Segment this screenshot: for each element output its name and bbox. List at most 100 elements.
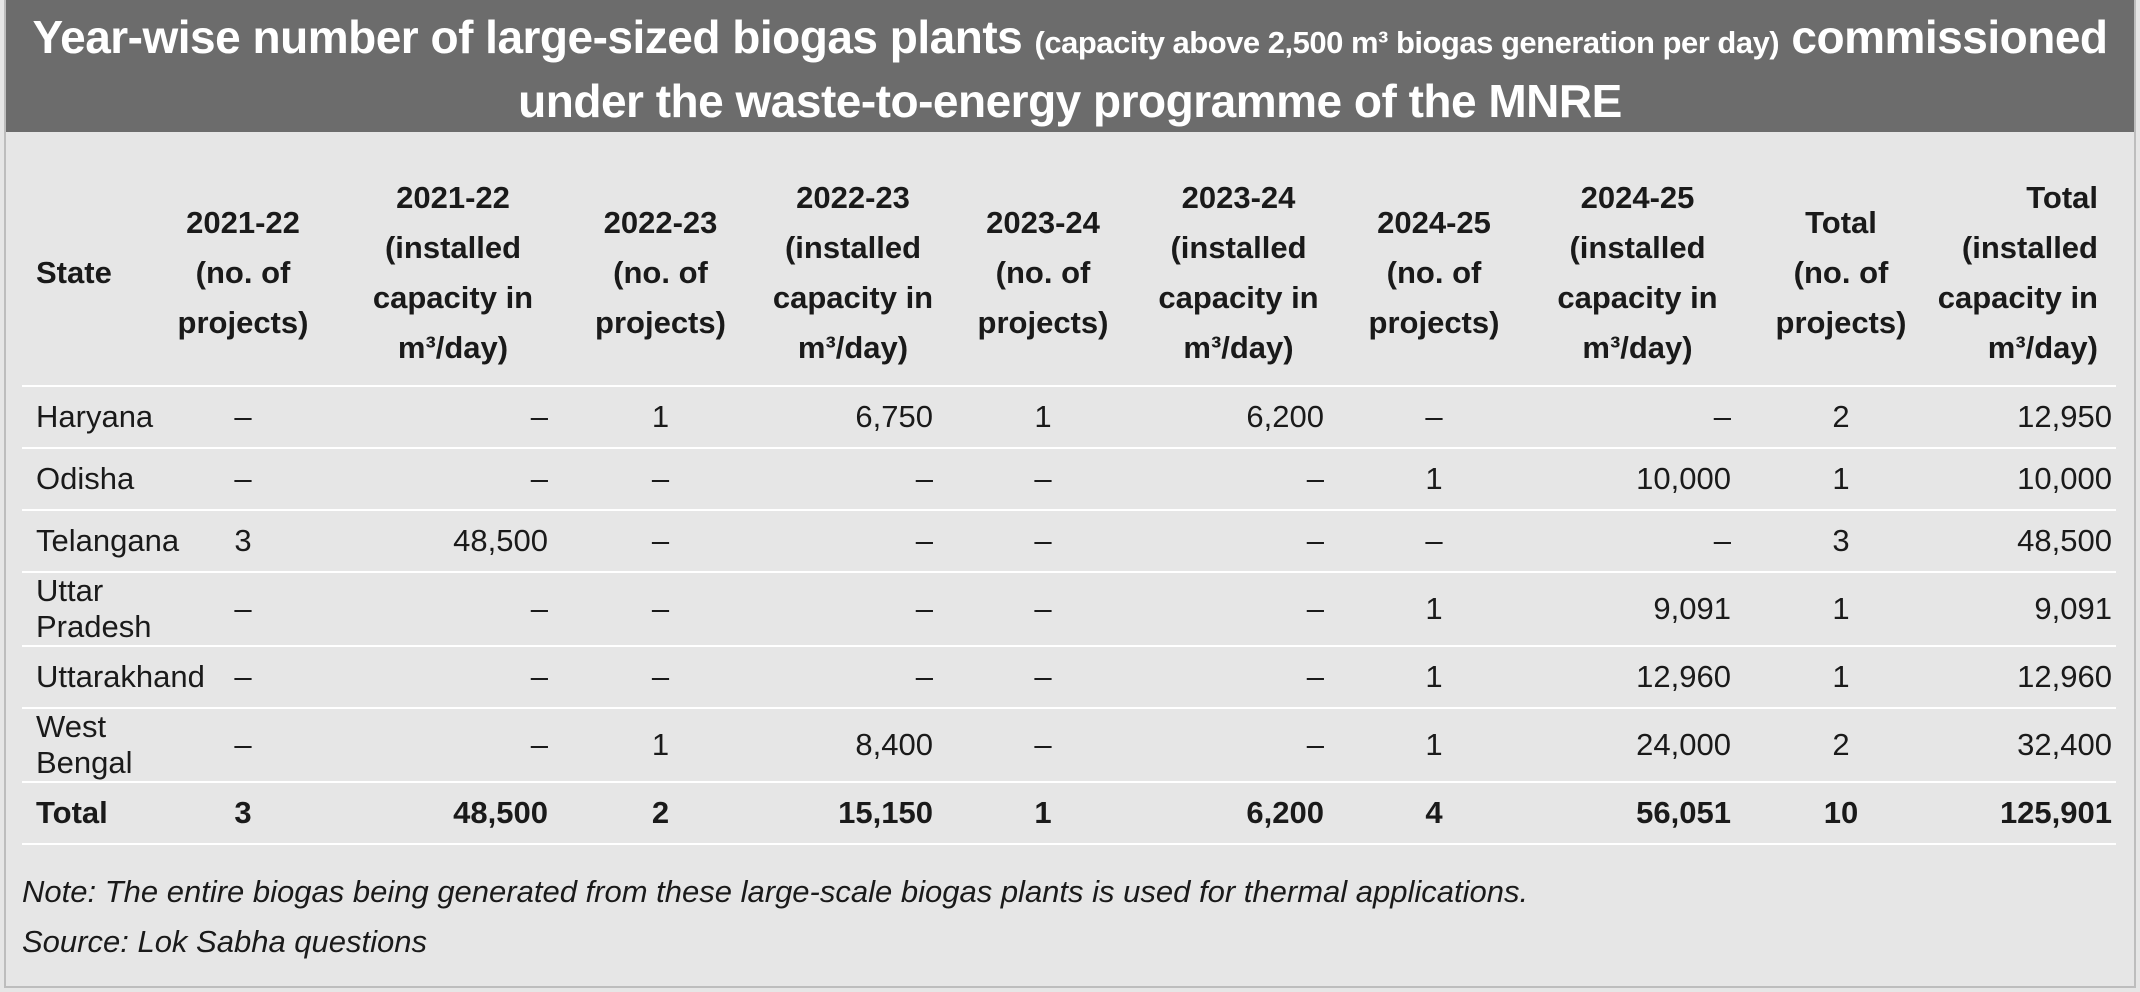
cell: 1: [1354, 646, 1514, 709]
cell: –: [1123, 646, 1354, 709]
cell: –: [743, 572, 963, 647]
cell: –: [743, 646, 963, 709]
cell: –: [1123, 448, 1354, 511]
cell: 48,500: [328, 782, 578, 845]
table-row: Odisha – – – – – – 1 10,000 1 10,000: [22, 448, 2116, 511]
header-2022-23-capacity: 2022-23 (installed capacity in m³/day): [743, 160, 963, 387]
cell: 12,960: [1514, 646, 1761, 709]
cell: –: [328, 386, 578, 449]
cell: 15,150: [743, 782, 963, 845]
header-total-projects: Total (no. of projects): [1761, 160, 1921, 387]
cell: –: [158, 708, 328, 783]
cell: –: [158, 386, 328, 449]
table-row: West Bengal – – 1 8,400 – – 1 24,000 2 3…: [22, 708, 2116, 783]
cell: 1: [1761, 572, 1921, 647]
cell: –: [963, 708, 1123, 783]
cell: –: [1123, 572, 1354, 647]
cell: –: [1123, 510, 1354, 573]
cell: –: [578, 510, 743, 573]
cell: 32,400: [1921, 708, 2116, 783]
header-2023-24-capacity: 2023-24 (installed capacity in m³/day): [1123, 160, 1354, 387]
cell: 10,000: [1921, 448, 2116, 511]
cell: –: [328, 448, 578, 511]
title-main-part1: Year-wise number of large-sized biogas p…: [32, 11, 1023, 63]
cell: –: [328, 708, 578, 783]
cell: –: [1514, 386, 1761, 449]
title-main-part2: commissioned: [1791, 11, 2108, 63]
cell: –: [743, 510, 963, 573]
cell-total-label: Total: [22, 782, 158, 845]
table-total-row: Total 3 48,500 2 15,150 1 6,200 4 56,051…: [22, 782, 2116, 845]
cell: 1: [963, 386, 1123, 449]
cell: 24,000: [1514, 708, 1761, 783]
cell: –: [1514, 510, 1761, 573]
cell-state: Odisha: [22, 448, 158, 511]
cell: 6,750: [743, 386, 963, 449]
cell: 4: [1354, 782, 1514, 845]
cell: –: [578, 572, 743, 647]
table-header-row: State 2021-22 (no. of projects) 2021-22 …: [22, 160, 2116, 387]
cell: –: [1354, 386, 1514, 449]
cell: –: [158, 448, 328, 511]
cell: 10,000: [1514, 448, 1761, 511]
cell-state: Haryana: [22, 386, 158, 449]
cell: 48,500: [1921, 510, 2116, 573]
cell: 9,091: [1514, 572, 1761, 647]
cell: 1: [578, 386, 743, 449]
cell: 56,051: [1514, 782, 1761, 845]
cell: 3: [158, 510, 328, 573]
biogas-plants-table: State 2021-22 (no. of projects) 2021-22 …: [22, 160, 2116, 845]
cell: –: [158, 646, 328, 709]
header-2022-23-projects: 2022-23 (no. of projects): [578, 160, 743, 387]
table-note: Note: The entire biogas being generated …: [22, 874, 1529, 909]
table-row: Uttarakhand – – – – – – 1 12,960 1 12,96…: [22, 646, 2116, 709]
cell: –: [578, 448, 743, 511]
title-capacity-note: (capacity above 2,500 m³ biogas generati…: [1034, 25, 1780, 60]
cell: –: [743, 448, 963, 511]
cell: 125,901: [1921, 782, 2116, 845]
cell: –: [1123, 708, 1354, 783]
cell: 1: [1354, 448, 1514, 511]
cell: 12,960: [1921, 646, 2116, 709]
cell: 6,200: [1123, 782, 1354, 845]
cell: 3: [158, 782, 328, 845]
cell: 12,950: [1921, 386, 2116, 449]
cell: –: [963, 646, 1123, 709]
cell: 10: [1761, 782, 1921, 845]
header-2021-22-capacity: 2021-22 (installed capacity in m³/day): [328, 160, 578, 387]
cell: –: [963, 510, 1123, 573]
header-2023-24-projects: 2023-24 (no. of projects): [963, 160, 1123, 387]
cell: –: [963, 572, 1123, 647]
cell: 2: [1761, 708, 1921, 783]
cell: 1: [963, 782, 1123, 845]
cell: 48,500: [328, 510, 578, 573]
cell: –: [963, 448, 1123, 511]
table-row: Uttar Pradesh – – – – – – 1 9,091 1 9,09…: [22, 572, 2116, 647]
cell-state: Uttarakhand: [22, 646, 205, 709]
header-2024-25-projects: 2024-25 (no. of projects): [1354, 160, 1514, 387]
cell: 8,400: [743, 708, 963, 783]
cell: –: [578, 646, 743, 709]
table-row: Telangana 3 48,500 – – – – – – 3 48,500: [22, 510, 2116, 573]
cell: 1: [1354, 572, 1514, 647]
cell: 1: [1761, 646, 1921, 709]
title-line-2: under the waste-to-energy programme of t…: [518, 75, 1622, 127]
cell: 1: [1761, 448, 1921, 511]
cell: 2: [578, 782, 743, 845]
cell: 2: [1761, 386, 1921, 449]
cell-state: Telangana: [22, 510, 179, 573]
title-bar: Year-wise number of large-sized biogas p…: [6, 0, 2134, 132]
cell: 9,091: [1921, 572, 2116, 647]
table-source: Source: Lok Sabha questions: [22, 924, 427, 959]
table-row: Haryana – – 1 6,750 1 6,200 – – 2 12,950: [22, 386, 2116, 449]
cell: –: [158, 572, 328, 647]
header-total-capacity: Total (installed capacity in m³/day): [1921, 160, 2116, 387]
cell-state: West Bengal: [22, 708, 158, 783]
cell: 6,200: [1123, 386, 1354, 449]
header-2024-25-capacity: 2024-25 (installed capacity in m³/day): [1514, 160, 1761, 387]
page-title: Year-wise number of large-sized biogas p…: [6, 8, 2134, 72]
cell: –: [1354, 510, 1514, 573]
cell: –: [328, 572, 578, 647]
header-state: State: [22, 160, 158, 387]
cell: –: [328, 646, 578, 709]
